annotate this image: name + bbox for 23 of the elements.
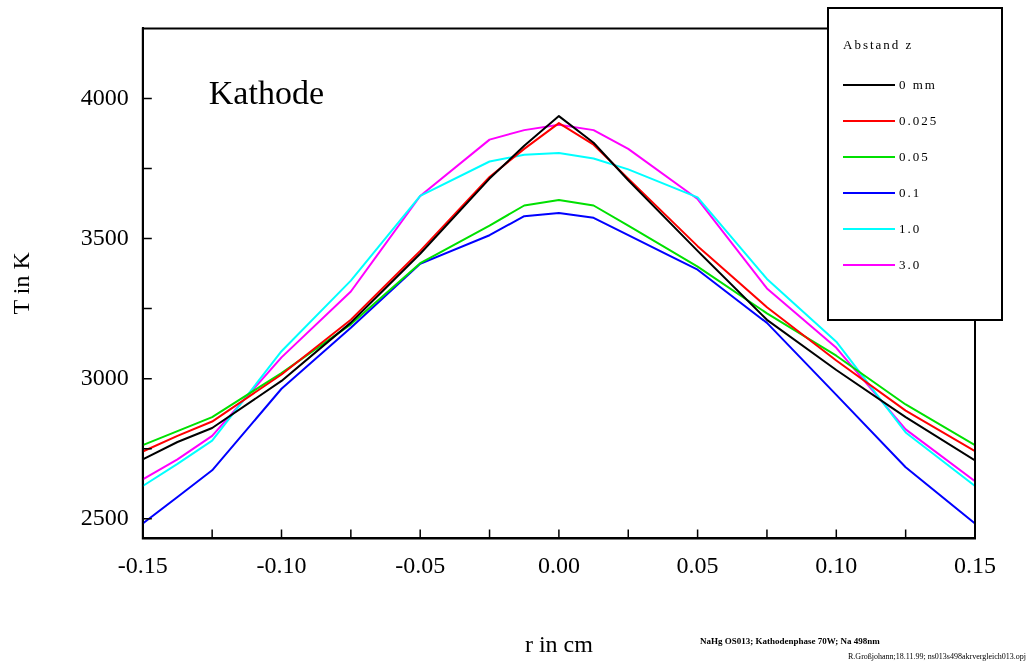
legend-title: Abstand z — [843, 37, 915, 54]
x-tick-label: -0.15 — [117, 552, 168, 579]
legend-label: 0.05 — [899, 149, 930, 165]
y-tick-label: 4000 — [80, 83, 129, 110]
legend-label: 0.1 — [899, 185, 922, 201]
x-tick-label: 0.05 — [676, 552, 719, 579]
x-tick-label: 0.00 — [537, 552, 580, 579]
text: NaHg OS013; Kathodenphase 70W; Na 498nm — [700, 636, 880, 646]
legend-label: 3.0 — [899, 257, 922, 273]
y-tick-label: 3000 — [80, 363, 129, 390]
y-tick-label: 3500 — [80, 223, 129, 250]
legend-label: 0.025 — [899, 113, 939, 129]
x-tick-label: -0.05 — [395, 552, 446, 579]
x-tick-label: -0.10 — [256, 552, 307, 579]
legend-label: 0 mm — [899, 77, 937, 93]
x-tick-label: 0.10 — [815, 552, 858, 579]
y-tick-label: 2500 — [80, 504, 129, 531]
legend-label: 1.0 — [899, 221, 922, 237]
annotation: Kathode — [208, 74, 324, 113]
y-axis-title: T in K — [7, 251, 34, 315]
text: R.Großjohann;18.11.99; ns013s498akrvergleich013.opj — [848, 652, 1026, 661]
x-axis-title: r in cm — [524, 630, 594, 657]
x-tick-label: 0.15 — [954, 552, 996, 579]
